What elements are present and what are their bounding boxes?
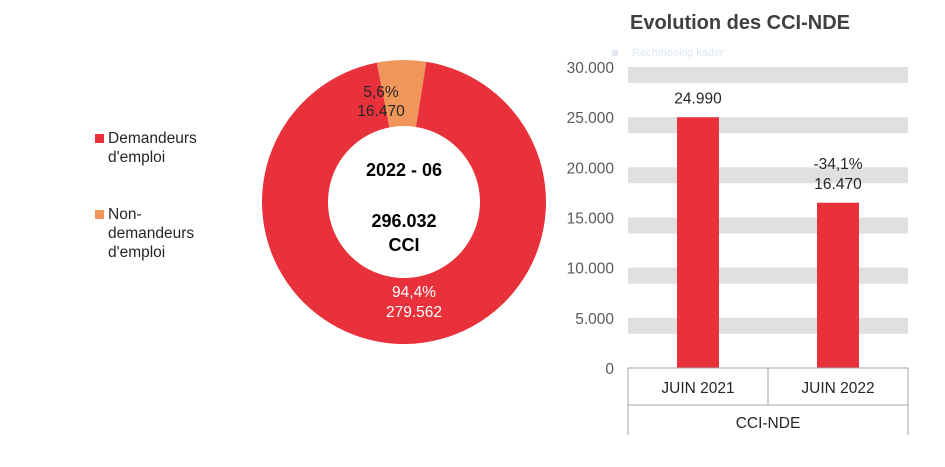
grid-band: [628, 67, 908, 83]
grid-band: [628, 117, 908, 134]
legend-swatch-non-demandeurs: [95, 210, 104, 219]
y-tick-label: 0: [605, 361, 614, 378]
grid-bands: [628, 67, 908, 334]
bar-data-labels: 24.990 -34,1% 16.470: [674, 90, 862, 192]
donut-center-unit: CCI: [389, 235, 420, 255]
grid-band: [628, 267, 908, 284]
slice-label-demandeurs-value: 279.562: [386, 304, 442, 321]
bar-chart-title: Evolution des CCI-NDE: [629, 12, 850, 34]
slice-label-non-demandeurs-percent: 5,6%: [363, 84, 399, 101]
slice-label-demandeurs-percent: 94,4%: [392, 284, 436, 301]
grid-band: [628, 317, 908, 334]
grid-band: [628, 217, 908, 234]
y-tick-label: 20.000: [567, 160, 615, 177]
bar-data-label: 16.470: [814, 176, 862, 193]
legend-swatch-demandeurs: [95, 134, 104, 143]
legend-label-non-demandeurs: Non-demandeurs d'emploi: [108, 206, 195, 261]
ghost-frame-text: Rechthoekig kader: [632, 47, 724, 59]
bars: [677, 117, 859, 368]
y-tick-label: 10.000: [567, 261, 615, 278]
bar-data-label: 24.990: [674, 90, 722, 107]
donut-slice-non-demandeurs: [376, 59, 427, 128]
y-tick-label: 5.000: [575, 311, 614, 328]
legend-item-non-demandeurs: Non-demandeurs d'emploi: [95, 205, 223, 262]
bar-juin-2022: [817, 202, 859, 368]
slice-label-non-demandeurs-value: 16.470: [357, 103, 405, 120]
donut-slice-demandeurs: [261, 61, 547, 344]
y-tick-label: 30.000: [567, 60, 615, 77]
y-tick-label: 15.000: [567, 211, 615, 228]
ghost-frame-dot: [612, 50, 618, 56]
legend-item-demandeurs: Demandeurs d'emploi: [95, 129, 248, 167]
x-tick-label-2022: JUIN 2022: [801, 380, 874, 397]
legend-label-demandeurs: Demandeurs d'emploi: [108, 130, 197, 166]
y-tick-label: 25.000: [567, 110, 615, 127]
grid-band: [628, 167, 908, 184]
donut-center-period: 2022 - 06: [366, 160, 442, 180]
bar-data-label: -34,1%: [813, 156, 862, 173]
ghost-frame-label: Rechthoekig kader: [612, 47, 724, 59]
bar-juin-2021: [677, 117, 719, 368]
donut-center-total: 296.032: [371, 211, 436, 231]
x-group-label: CCI-NDE: [736, 415, 801, 432]
y-axis-ticks: 0 5.000 10.000 15.000 20.000 25.000 30.000: [567, 60, 615, 378]
x-tick-label-2021: JUIN 2021: [661, 380, 734, 397]
